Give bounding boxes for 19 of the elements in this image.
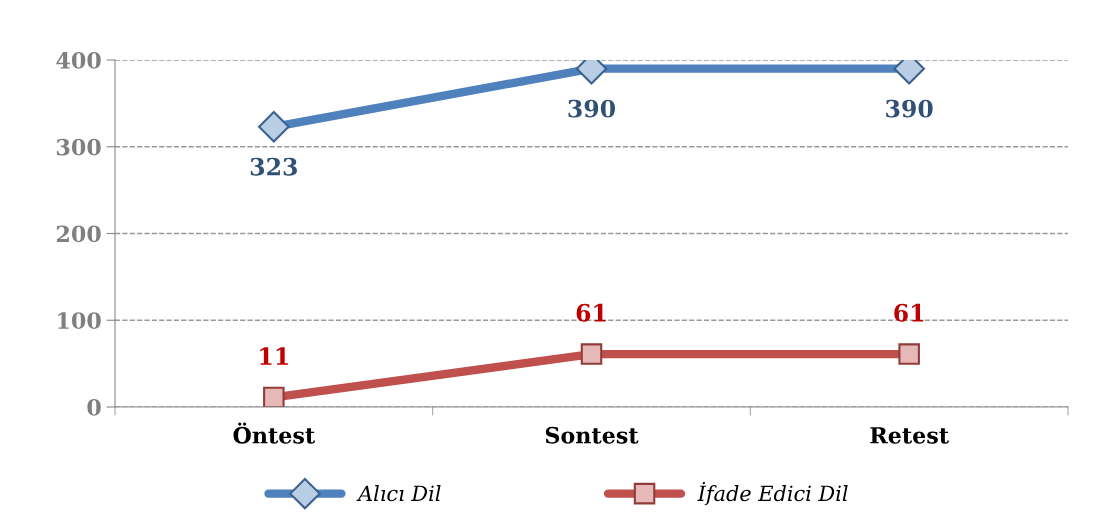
y-tick-label: 200	[56, 225, 101, 243]
legend-label: Alıcı Dil	[356, 485, 441, 502]
x-tick-label: Retest	[870, 427, 949, 444]
y-tick-label: 100	[58, 312, 101, 330]
data-label: 61	[894, 303, 924, 322]
y-tick-label: 400	[56, 51, 101, 69]
data-label: 390	[568, 99, 616, 118]
x-tick-label: Sontest	[545, 426, 639, 444]
data-label: 61	[576, 303, 606, 322]
y-tick-label: 300	[56, 138, 101, 156]
legend-label: İfade Edici Dil	[697, 481, 848, 506]
data-label: 390	[886, 99, 933, 118]
x-tick-label: Öntest	[233, 422, 316, 444]
point	[898, 343, 920, 365]
data-label: 323	[250, 157, 297, 176]
y-tick-label: 0	[87, 398, 101, 416]
data-label: 11	[260, 347, 288, 365]
point	[263, 386, 285, 407]
point	[580, 343, 603, 365]
